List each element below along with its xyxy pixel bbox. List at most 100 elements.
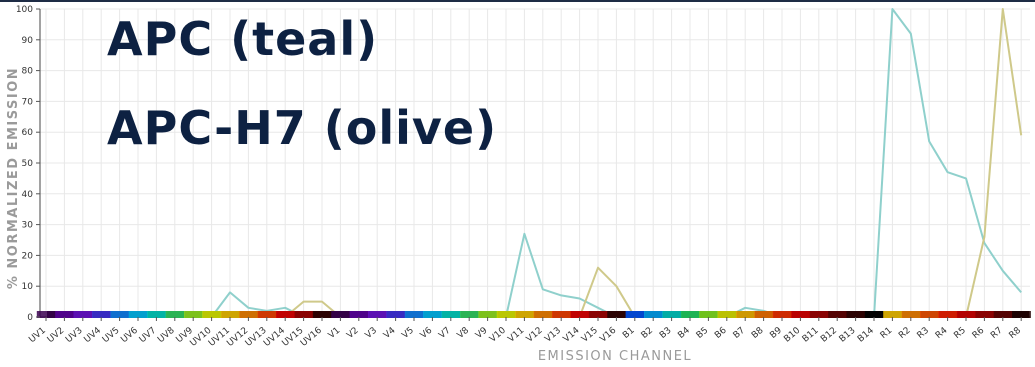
x-tick-label: R2	[897, 326, 913, 341]
y-tick-label: 20	[22, 251, 34, 261]
spectrum-band-segment	[110, 311, 130, 318]
spectrum-band-segment	[736, 311, 755, 318]
x-tick-label: R6	[971, 325, 987, 341]
x-tick-label: UV6	[119, 325, 140, 345]
x-tick-label: B4	[676, 325, 692, 340]
spectrum-band-segment	[147, 311, 167, 318]
spectrum-band-segment	[515, 311, 535, 318]
spectrum-band-segment	[92, 311, 111, 318]
spectrum-band-segment	[938, 311, 958, 318]
spectrum-band-segment	[36, 311, 56, 318]
overlay-title-apc-h7: APC-H7 (olive)	[107, 101, 498, 155]
spectrum-band-segment	[662, 311, 682, 318]
spectrum-band-segment	[699, 311, 719, 318]
spectrum-band-segment	[828, 311, 847, 318]
x-tick-label: B14	[856, 325, 876, 344]
x-tick-label: R1	[879, 326, 895, 341]
x-tick-label: V1	[327, 326, 343, 341]
spectrum-band-segment	[975, 311, 995, 318]
x-tick-label: B11	[801, 326, 821, 345]
x-tick-label: UV3	[64, 326, 85, 346]
x-tick-label: R5	[952, 326, 968, 341]
grid-lines	[40, 8, 1030, 318]
x-tick-label: V8	[456, 325, 472, 340]
x-tick-label: B8	[750, 325, 766, 340]
spectrum-band-segment	[331, 311, 351, 318]
x-tick-label: V13	[543, 326, 563, 345]
y-tick-label: 60	[22, 128, 34, 138]
spectrum-band-segment	[607, 311, 627, 318]
spectrum-band-segment	[239, 311, 259, 318]
spectrum-band-segment	[956, 311, 976, 318]
x-tick-label: R4	[934, 325, 950, 341]
spectrum-band-segment	[202, 311, 222, 318]
spectrum-band-segment	[496, 311, 516, 318]
x-tick-label: UV16	[299, 325, 324, 348]
spectrum-band-segment	[552, 311, 571, 318]
x-tick-label: V5	[400, 326, 416, 341]
x-tick-label: V9	[474, 325, 490, 340]
spectrum-band-segment	[791, 311, 811, 318]
x-tick-label: V6	[419, 325, 435, 340]
x-tick-label: B9	[768, 325, 784, 340]
spectrum-band-segment	[423, 311, 443, 318]
y-tick-label: 70	[22, 97, 34, 107]
spectrum-band-segment	[570, 311, 590, 318]
x-tick-label: B3	[658, 326, 674, 341]
x-tick-label: B2	[640, 326, 656, 341]
y-tick-label: 80	[22, 67, 34, 77]
y-tick-label: 0	[27, 313, 33, 323]
spectrum-band-segment	[73, 311, 93, 318]
spectrum-band-segment	[920, 311, 939, 318]
x-tick-label: V14	[562, 325, 582, 344]
x-tick-label: V12	[525, 326, 545, 345]
spectrum-band-segment	[680, 311, 700, 318]
spectrum-band-segment	[588, 311, 608, 318]
y-tick-label: 40	[22, 190, 34, 200]
x-tick-label: V3	[364, 326, 380, 341]
spectrum-band-segment	[184, 311, 203, 318]
spectrum-band-segment	[349, 311, 369, 318]
spectrum-band-segment	[478, 311, 498, 318]
x-tick-label: V4	[382, 325, 398, 340]
y-tick-labels: 0 10 20 30 40 50 60 70 80 90 100	[16, 5, 40, 323]
spectrum-band-segment	[386, 311, 406, 318]
spectrum-band-segment	[754, 311, 774, 318]
spectrum-band	[36, 311, 1031, 318]
x-tick-label: V16	[598, 325, 618, 344]
x-tick-label: UV8	[156, 325, 177, 345]
x-tick-labels: UV1UV2UV3UV4UV5UV6UV7UV8UV9UV10UV11UV12U…	[27, 317, 1023, 349]
x-tick-label: B10	[782, 325, 802, 344]
spectrum-band-segment	[883, 311, 903, 318]
spectrum-band-segment	[55, 311, 75, 318]
spectrum-band-segment	[294, 311, 314, 318]
x-tick-label: B7	[732, 326, 748, 341]
spectrum-band-segment	[460, 311, 479, 318]
x-tick-label: V11	[506, 326, 526, 345]
spectrum-band-segment	[809, 311, 829, 318]
spectrum-band-segment	[312, 311, 332, 318]
spectrum-band-segment	[625, 311, 645, 318]
x-tick-label: V10	[488, 325, 508, 344]
spectrum-band-segment	[1012, 311, 1031, 318]
spectrum-band-segment	[276, 311, 295, 318]
x-tick-label: UV1	[27, 326, 48, 346]
spectrum-band-segment	[441, 311, 461, 318]
x-tick-label: B13	[838, 326, 858, 345]
x-tick-label: V15	[580, 326, 600, 345]
spectrum-band-segment	[772, 311, 792, 318]
top-border	[0, 0, 1035, 2]
spectrum-band-segment	[717, 311, 737, 318]
spectrum-band-segment	[864, 311, 884, 318]
spectrum-band-segment	[128, 311, 148, 318]
x-tick-label: B6	[713, 325, 729, 340]
x-tick-label: B5	[695, 326, 711, 341]
x-tick-label: V7	[437, 326, 453, 341]
y-tick-label: 100	[16, 5, 33, 15]
x-tick-label: UV4	[83, 325, 104, 345]
y-tick-label: 90	[22, 36, 34, 46]
spectrum-band-segment	[993, 311, 1013, 318]
y-axis-label: % NORMALIZED EMISSION	[6, 67, 21, 289]
x-tick-label: UV5	[101, 326, 122, 346]
y-tick-label: 10	[22, 282, 34, 292]
